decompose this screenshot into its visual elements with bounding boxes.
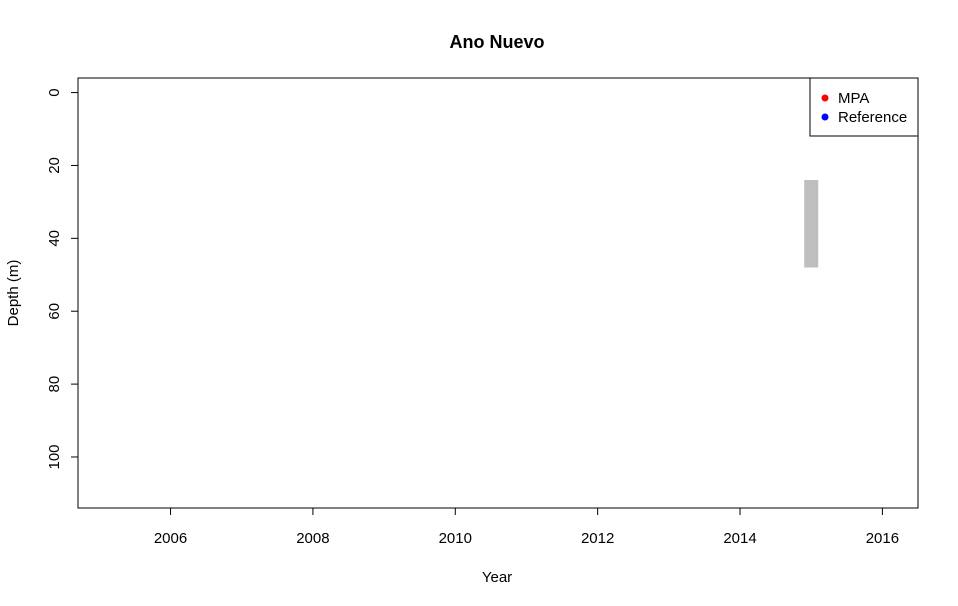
y-tick-label: 40	[46, 230, 63, 247]
x-axis: 2006 2008 2010 2012 2014 2016	[154, 507, 899, 547]
y-tick-label: 80	[46, 376, 63, 393]
y-tick-label: 0	[46, 88, 63, 96]
legend-label: MPA	[838, 90, 869, 107]
legend-marker	[821, 94, 829, 102]
plot-area	[804, 180, 819, 268]
x-tick-label: 2014	[723, 530, 756, 547]
legend-marker	[821, 113, 829, 121]
depth-range-bar	[804, 180, 819, 268]
x-tick-label: 2010	[439, 530, 472, 547]
x-tick-label: 2012	[581, 530, 614, 547]
x-tick-label: 2008	[296, 530, 329, 547]
y-axis: 0 20 40 60 80 100	[46, 88, 79, 469]
y-tick-label: 100	[46, 444, 63, 469]
chart-title: Ano Nuevo	[449, 32, 544, 52]
y-tick-label: 20	[46, 157, 63, 174]
x-axis-label: Year	[482, 569, 512, 586]
legend-box	[809, 77, 919, 137]
x-tick-label: 2006	[154, 530, 187, 547]
legend: MPA Reference	[809, 77, 919, 137]
y-tick-label: 60	[46, 303, 63, 320]
x-tick-label: 2016	[866, 530, 899, 547]
y-axis-label: Depth (m)	[5, 260, 22, 327]
legend-label: Reference	[838, 109, 907, 126]
plot-frame	[77, 77, 919, 509]
